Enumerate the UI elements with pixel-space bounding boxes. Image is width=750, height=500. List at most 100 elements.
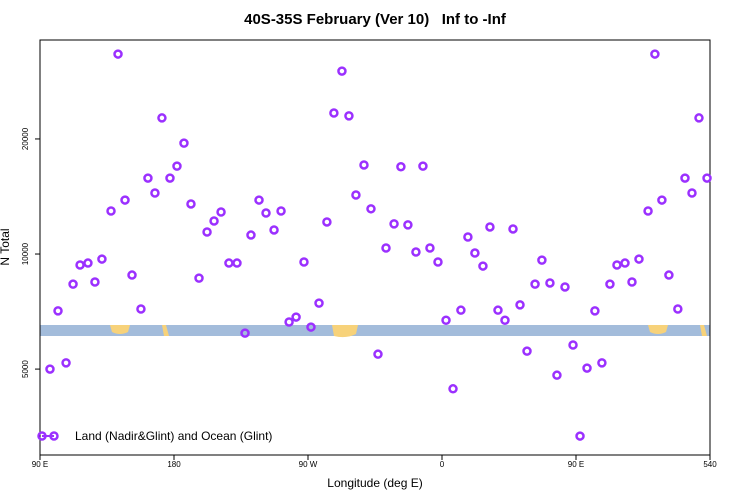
x-tick-label: 540 [703,460,717,469]
data-point [597,358,607,368]
data-point [515,300,525,310]
data-point [568,340,578,350]
data-point [448,384,458,394]
data-point [127,270,137,280]
data-point [165,173,175,183]
data-point [493,305,503,315]
data-point [232,258,242,268]
data-point [687,188,697,198]
data-point [314,298,324,308]
data-point [373,349,383,359]
data-point [284,317,294,327]
data-point [620,258,630,268]
data-point [68,279,78,289]
data-point [411,247,421,257]
data-point [560,282,570,292]
map-strip [40,325,710,336]
data-point [590,306,600,316]
data-point [269,225,279,235]
data-point [657,195,667,205]
data-point [179,138,189,148]
data-point [389,219,399,229]
data-point [552,370,562,380]
legend-marker [49,431,59,441]
data-point [664,270,674,280]
data-point [75,260,85,270]
data-point [157,113,167,123]
data-point [545,278,555,288]
data-point [627,277,637,287]
data-point [485,222,495,232]
data-point [694,113,704,123]
data-point [90,277,100,287]
data-point [97,254,107,264]
data-point [643,206,653,216]
data-point [478,261,488,271]
data-point [582,363,592,373]
data-point [508,224,518,234]
data-point [306,322,316,332]
x-tick-label: 0 [440,460,445,469]
data-point [530,279,540,289]
data-point [456,305,466,315]
data-point [329,108,339,118]
data-point [441,315,451,326]
data-point [246,230,256,240]
data-point [605,279,615,289]
data-point [425,243,435,253]
data-point [209,216,219,226]
data-point [351,190,361,200]
data-point [322,217,332,227]
data-point [202,227,212,237]
data-point [403,220,413,230]
data-point [194,273,204,283]
data-point [463,232,473,242]
x-tick-label: 90 E [32,460,48,469]
data-point [299,257,309,267]
data-point [470,248,480,258]
data-point [113,49,123,59]
data-point [344,111,354,121]
data-point [291,312,301,322]
chart-title: 40S-35S February (Ver 10) Inf to -Inf [244,11,507,28]
data-point [650,49,660,59]
data-point [366,204,376,214]
data-point [136,304,146,314]
data-point [634,254,644,264]
x-tick-label: 90 W [299,460,318,469]
y-tick-label: 5000 [21,360,30,378]
data-point [418,161,428,171]
data-point [433,257,443,267]
plot-frame [39,39,711,456]
data-point [359,160,369,170]
data-point [575,431,585,441]
data-point [254,195,264,205]
legend-label: Land (Nadir&Glint) and Ocean (Glint) [75,429,272,443]
data-point [83,258,93,268]
data-point [337,66,347,76]
legend-marker [37,431,47,441]
data-point [276,206,286,216]
data-point [500,315,510,326]
data-point [702,173,712,183]
data-point [150,188,160,198]
x-tick-label: 180 [167,460,181,469]
x-axis-label: Longitude (deg E) [327,476,422,490]
data-point [381,243,391,253]
data-point [186,199,196,209]
data-point [216,207,226,217]
data-point [240,328,250,338]
data-point [673,304,683,314]
data-point [537,255,547,265]
y-tick-label: 10000 [21,242,30,265]
data-point [396,161,406,172]
data-point [172,161,182,171]
data-point [261,208,271,218]
data-point [106,206,116,216]
data-point [120,195,130,205]
data-point [53,306,63,316]
data-point [680,173,690,183]
data-point [45,364,55,374]
y-axis-label: N Total [0,228,12,265]
data-point [224,258,234,268]
